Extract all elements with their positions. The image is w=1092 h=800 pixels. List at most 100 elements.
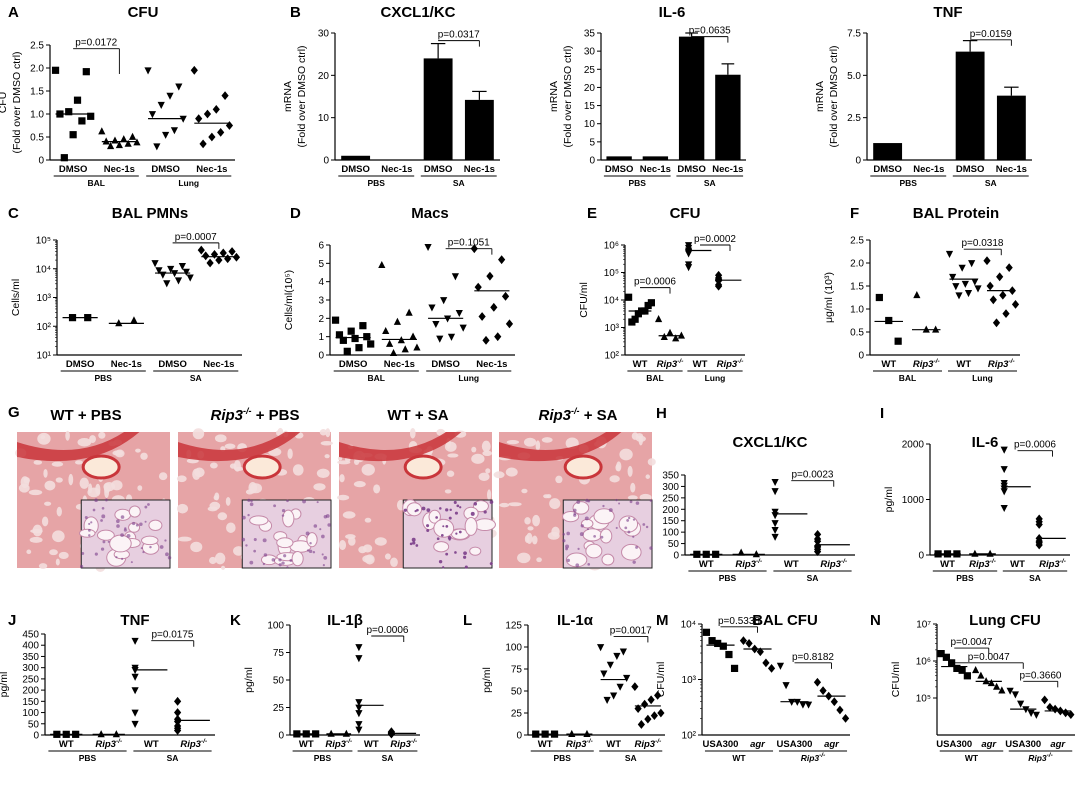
nucleus <box>321 553 324 556</box>
inset-alveolus <box>148 519 163 532</box>
diamond-marker <box>814 530 822 539</box>
diamond-marker <box>174 717 182 726</box>
alveolus <box>29 536 43 543</box>
diamond-marker <box>478 312 486 321</box>
alveolus <box>506 440 520 445</box>
y-axis-label-line: pg/ml <box>0 672 10 698</box>
diamond-marker <box>1041 695 1049 705</box>
x-category-label: DMSO <box>956 164 985 175</box>
alveolus <box>645 474 650 479</box>
triangle-down-marker <box>771 488 779 496</box>
x-category-label: Rip3-/- <box>566 738 593 750</box>
y-tick-label: 20 <box>584 83 596 94</box>
inset-alveolus <box>469 546 482 556</box>
y-tick-label: 1.0 <box>850 305 864 316</box>
y-tick-label: 10³ <box>37 293 52 304</box>
y-tick-label: 0 <box>33 731 39 742</box>
nucleus <box>416 508 419 512</box>
triangle-marker <box>130 316 138 324</box>
y-tick-label: 10⁵ <box>36 236 51 247</box>
inset-alveolus <box>572 501 590 515</box>
triangle-marker <box>382 326 390 335</box>
group-label: BAL <box>646 373 663 383</box>
nucleus <box>81 552 85 555</box>
square-marker <box>343 347 351 355</box>
alveolus <box>353 481 366 488</box>
alveolus <box>55 477 63 483</box>
y-axis-label-line: CFU/ml <box>890 662 902 698</box>
alveolus <box>287 448 293 460</box>
diamond-marker <box>490 302 498 312</box>
nucleus <box>116 519 120 524</box>
p-value-label: p=0.0318 <box>962 238 1004 249</box>
y-tick-label: 75 <box>511 665 523 676</box>
triangle-down-marker <box>955 292 963 300</box>
panel-L: L IL-1α 0 25 50 75 100 125 pg/ml WT Rip3-/- WT Rip3-… <box>463 612 665 763</box>
nucleus <box>454 551 457 554</box>
nucleus <box>593 534 596 538</box>
diamond-marker <box>1002 309 1010 318</box>
nucleus <box>312 550 316 554</box>
square-marker <box>65 108 73 116</box>
triangle-marker <box>913 291 921 299</box>
nucleus <box>271 558 276 562</box>
triangle-down-marker <box>148 111 157 119</box>
alveolus <box>339 474 345 483</box>
inset-alveolus <box>473 518 496 532</box>
x-category-label: Nec-1s <box>712 164 743 175</box>
alveolus <box>75 460 83 465</box>
nucleus <box>565 544 570 549</box>
diamond-marker <box>1067 710 1075 720</box>
triangle-down-marker <box>788 698 796 706</box>
nucleus <box>608 508 613 513</box>
nucleus <box>455 532 458 535</box>
diamond-marker <box>221 91 229 100</box>
x-category-label: DMSO <box>151 164 180 175</box>
diamond-marker <box>474 282 482 292</box>
y-tick-label: 200 <box>662 505 679 516</box>
triangle-marker <box>986 549 994 557</box>
y-tick-label: 400 <box>22 641 39 652</box>
triangle-marker <box>993 682 1001 690</box>
inset-alveolus <box>593 508 615 525</box>
histology-image <box>176 427 333 570</box>
triangle-marker <box>677 331 685 339</box>
triangle-down-marker <box>436 335 444 343</box>
triangle-down-marker <box>1022 706 1030 714</box>
alveolus <box>56 506 62 517</box>
y-tick-label: 10⁴ <box>36 264 51 275</box>
panel-letter: E <box>587 205 597 222</box>
alveolus <box>487 489 492 501</box>
x-category-label: WT <box>881 359 896 370</box>
y-tick-label: 2.5 <box>847 113 861 124</box>
y-tick-label: 1.0 <box>30 110 44 121</box>
x-category-label: WT <box>1010 559 1025 570</box>
nucleus <box>580 524 584 528</box>
nucleus <box>253 537 257 542</box>
y-axis-label: Cells/ml(10⁵) <box>283 270 295 330</box>
nucleus <box>316 501 319 504</box>
nucleus <box>283 554 287 558</box>
triangle-marker <box>342 729 350 737</box>
alveolus <box>209 556 217 565</box>
y-tick-label: 0 <box>858 351 864 362</box>
diamond-marker <box>501 291 510 301</box>
nucleus <box>305 531 310 536</box>
panel-B: B CXCL1/KC 0 10 20 30 mRNA (Fold over DMSO ctrl… <box>282 4 500 188</box>
alveolus <box>505 467 518 477</box>
nucleus <box>130 561 133 564</box>
triangle-down-marker <box>355 721 363 729</box>
diamond-marker <box>232 252 241 262</box>
alveolus <box>324 454 330 459</box>
nucleus <box>319 528 322 531</box>
panel-title: Macs <box>411 205 449 222</box>
triangle-down-marker <box>428 304 436 312</box>
bar <box>996 95 1026 160</box>
alveolus <box>535 440 541 451</box>
diamond-marker <box>830 697 838 707</box>
diamond-marker <box>505 319 514 329</box>
square-marker <box>725 650 733 659</box>
triangle-marker <box>389 348 398 357</box>
square-marker <box>69 131 77 139</box>
nucleus <box>448 516 452 520</box>
